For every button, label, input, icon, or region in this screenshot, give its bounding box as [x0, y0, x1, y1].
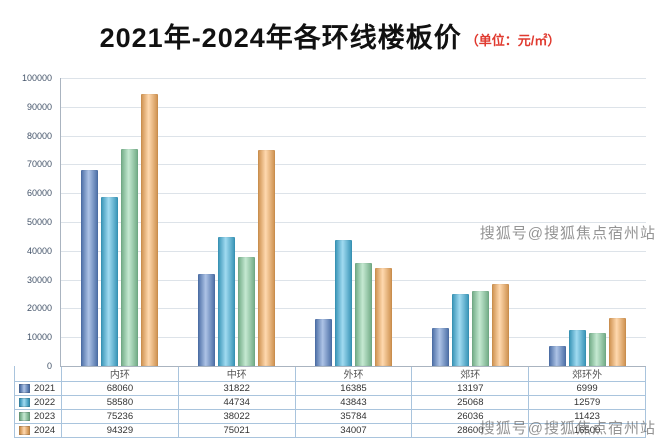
y-tick-label: 100000: [21, 73, 52, 83]
y-tick-label: 80000: [26, 130, 52, 141]
gridline: [61, 193, 646, 195]
legend-key-2021: 2021: [15, 381, 61, 395]
plot-row: 100000 90000 80000 70000 60000 50000 40000 3000…: [14, 73, 646, 371]
table-value-2022-中环: 44734: [177, 395, 295, 409]
table-value-2024-中环: 75021: [177, 423, 295, 437]
gridline: [61, 135, 646, 137]
bar-group-郊环外: [529, 78, 646, 366]
bar-2023-郊环外[interactable]: [589, 333, 606, 366]
legend-swatch-2023: [19, 412, 30, 421]
y-tick-label: 30000: [26, 274, 52, 285]
y-tick-label: 90000: [26, 101, 52, 112]
y-tick-label: 10000: [26, 332, 52, 343]
gridline: [61, 308, 646, 310]
plot-area: [60, 78, 646, 367]
bar-2024-外环[interactable]: [375, 268, 392, 366]
table-value-2022-外环: 43843: [294, 395, 412, 409]
bar-2021-内环[interactable]: [81, 170, 98, 366]
bar-2024-郊环外[interactable]: [609, 318, 626, 366]
bar-2024-郊环[interactable]: [492, 283, 509, 366]
gridline: [61, 250, 646, 252]
y-tick-label: 20000: [26, 303, 52, 314]
gridline: [61, 164, 646, 166]
gridline: [61, 279, 646, 281]
bar-2023-中环[interactable]: [238, 256, 255, 366]
category-label: 外环: [294, 366, 412, 381]
gridline: [61, 106, 646, 108]
bar-2021-中环[interactable]: [198, 274, 215, 366]
table-value-2021-郊环: 13197: [411, 381, 529, 395]
table-corner-cell: [15, 366, 61, 381]
legend-swatch-2022: [19, 398, 30, 407]
table-value-2024-郊环: 28600: [411, 423, 529, 437]
y-tick-label: 60000: [26, 188, 52, 199]
table-value-2022-郊环: 25068: [411, 395, 529, 409]
y-axis: 100000 90000 80000 70000 60000 50000 40000 3000…: [14, 73, 58, 371]
bar-2023-外环[interactable]: [355, 262, 372, 366]
legend-key-2024: 2024: [15, 423, 61, 437]
chart-header: 2021年-2024年各环线楼板价 （单位：元/㎡）: [0, 0, 660, 55]
bar-2023-内环[interactable]: [121, 149, 138, 366]
bar-2022-内环[interactable]: [101, 197, 118, 366]
category-label: 中环: [177, 366, 295, 381]
legend-key-2023: 2023: [15, 409, 61, 423]
table-value-2023-郊环: 26036: [411, 409, 529, 423]
category-label: 郊环: [411, 366, 528, 381]
bar-2024-中环[interactable]: [258, 149, 275, 366]
bar-group-郊环: [412, 78, 529, 366]
legend-key-2022: 2022: [15, 395, 61, 409]
y-tick-label: 70000: [26, 159, 52, 170]
table-value-2024-外环: 34007: [294, 423, 412, 437]
data-table: 内环 中环 外环 郊环 郊环外 2021 68060 31822 16385 13197 6999 2…: [14, 366, 646, 438]
y-tick-label: 50000: [26, 217, 52, 227]
chart-unit-label: （单位：元/㎡）: [465, 33, 561, 48]
gridline: [61, 337, 646, 339]
bar-2023-郊环[interactable]: [472, 291, 489, 366]
bar-2021-郊环外[interactable]: [549, 345, 566, 366]
table-value-2023-郊环外: 11423: [528, 409, 645, 423]
bar-2022-郊环外[interactable]: [569, 329, 586, 366]
legend-label-2021: 2021: [34, 383, 56, 394]
bar-2021-外环[interactable]: [315, 318, 332, 366]
bar-2021-郊环[interactable]: [432, 328, 449, 366]
table-value-2021-内环: 68060: [61, 381, 178, 395]
legend-label-2022: 2022: [34, 397, 56, 408]
table-value-2021-中环: 31822: [177, 381, 295, 395]
legend-label-2023: 2023: [34, 411, 56, 422]
table-value-2023-内环: 75236: [61, 409, 178, 423]
y-tick-label: 40000: [26, 245, 52, 256]
category-label: 郊环外: [528, 366, 645, 381]
table-value-2021-外环: 16385: [294, 381, 412, 395]
bar-2022-外环[interactable]: [335, 239, 352, 366]
bar-group-中环: [178, 78, 295, 366]
bar-group-外环: [295, 78, 412, 366]
chart-title: 2021年-2024年各环线楼板价: [99, 23, 462, 53]
table-value-2022-内环: 58580: [61, 395, 178, 409]
legend-swatch-2021: [19, 384, 30, 393]
table-value-2024-内环: 94329: [61, 423, 178, 437]
y-tick-label: 0: [46, 361, 52, 371]
bar-2022-郊环[interactable]: [452, 293, 469, 366]
bar-2022-中环[interactable]: [218, 237, 235, 366]
table-value-2021-郊环外: 6999: [528, 381, 645, 395]
legend-label-2024: 2024: [34, 425, 56, 436]
table-value-2022-郊环外: 12579: [528, 395, 645, 409]
table-value-2023-外环: 35784: [294, 409, 412, 423]
table-value-2023-中环: 38022: [177, 409, 295, 423]
bar-2024-内环[interactable]: [141, 94, 158, 366]
legend-swatch-2024: [19, 426, 30, 435]
gridline: [61, 78, 646, 79]
gridline: [61, 222, 646, 223]
table-value-2024-郊环外: 16500: [528, 423, 645, 437]
chart: 100000 90000 80000 70000 60000 50000 40000 3000…: [14, 73, 646, 438]
category-label: 内环: [61, 366, 178, 381]
bar-group-内环: [61, 78, 178, 366]
